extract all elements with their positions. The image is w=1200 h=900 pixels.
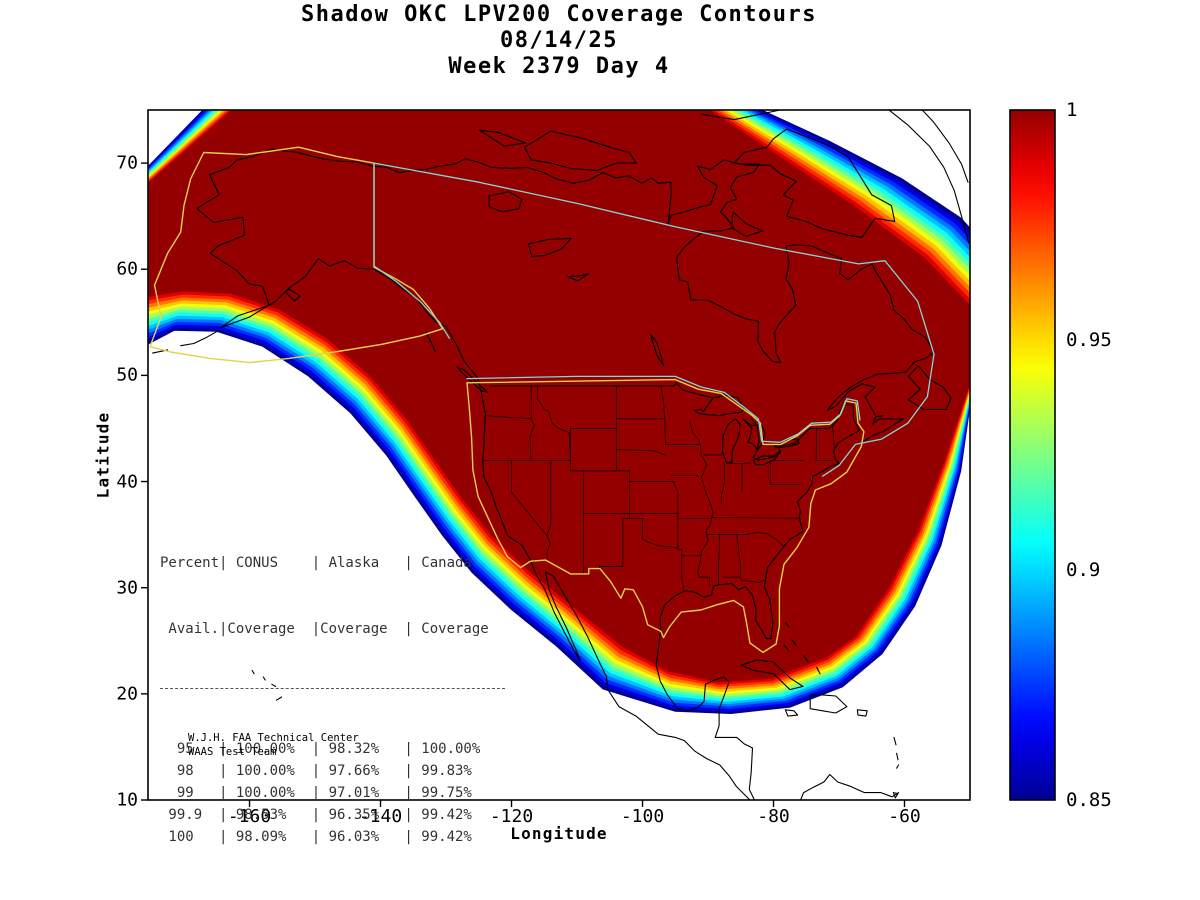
title-line-1: Shadow OKC LPV200 Coverage Contours <box>300 2 818 27</box>
y-tick-label: 40 <box>116 471 138 493</box>
y-tick-label: 50 <box>116 364 138 386</box>
coverage-table: Percent| CONUS | Alaska | Canada Avail.|… <box>160 508 505 870</box>
x-axis-label: Longitude <box>510 824 608 843</box>
coverage-table-rows: 95 | 100.00% | 98.32% | 100.00% 98 | 100… <box>160 738 505 848</box>
title-line-2: 08/14/25 <box>500 28 618 53</box>
coverage-table-row: 99 | 100.00% | 97.01% | 99.75% <box>160 785 472 801</box>
coverage-table-row: 98 | 100.00% | 97.66% | 99.83% <box>160 763 472 779</box>
x-tick-label: -60 <box>888 806 921 827</box>
coverage-table-row: 99.9 | 98.53% | 96.35% | 99.42% <box>160 807 472 823</box>
colorbar-tick-label: 1 <box>1066 99 1078 121</box>
coverage-table-row: 95 | 100.00% | 98.32% | 100.00% <box>160 741 481 757</box>
x-tick-label: -100 <box>620 806 665 827</box>
contour-bands <box>148 110 970 715</box>
plot-frame <box>147 109 971 801</box>
y-tick-label: 70 <box>116 152 138 174</box>
coastlines <box>152 110 970 800</box>
x-tick-label: -80 <box>757 806 790 827</box>
coverage-table-header-1: Percent| CONUS | Alaska | Canada <box>160 555 472 571</box>
y-axis-label: Latitude <box>93 411 113 499</box>
credit-text: W.J.H. FAA Technical Center WAAS Test Te… <box>188 731 359 759</box>
region-boundary-lines <box>373 162 935 477</box>
y-tick-label: 10 <box>116 789 138 811</box>
y-tick-label: 20 <box>116 683 138 705</box>
x-tick-label: -120 <box>489 806 534 827</box>
x-tick-label: -160 <box>227 806 272 827</box>
credit-line-2: WAAS Test Team <box>188 746 277 758</box>
figure-title: Shadow OKC LPV200 Coverage Contours 08/1… <box>148 2 970 80</box>
colorbar-tick-label: 0.95 <box>1066 329 1112 351</box>
colorbar <box>1009 109 1056 801</box>
x-tick-label: -140 <box>358 806 403 827</box>
colorbar-tick-label: 0.85 <box>1066 789 1112 811</box>
y-tick-label: 60 <box>116 258 138 280</box>
title-line-3: Week 2379 Day 4 <box>448 54 670 79</box>
coverage-table-row: 100 | 98.09% | 96.03% | 99.42% <box>160 829 472 845</box>
table-divider <box>160 688 505 689</box>
credit-line-1: W.J.H. FAA Technical Center <box>188 732 359 744</box>
colorbar-tick-label: 0.9 <box>1066 559 1101 581</box>
coverage-table-header-2: Avail.|Coverage |Coverage | Coverage <box>160 621 489 637</box>
y-tick-label: 30 <box>116 577 138 599</box>
